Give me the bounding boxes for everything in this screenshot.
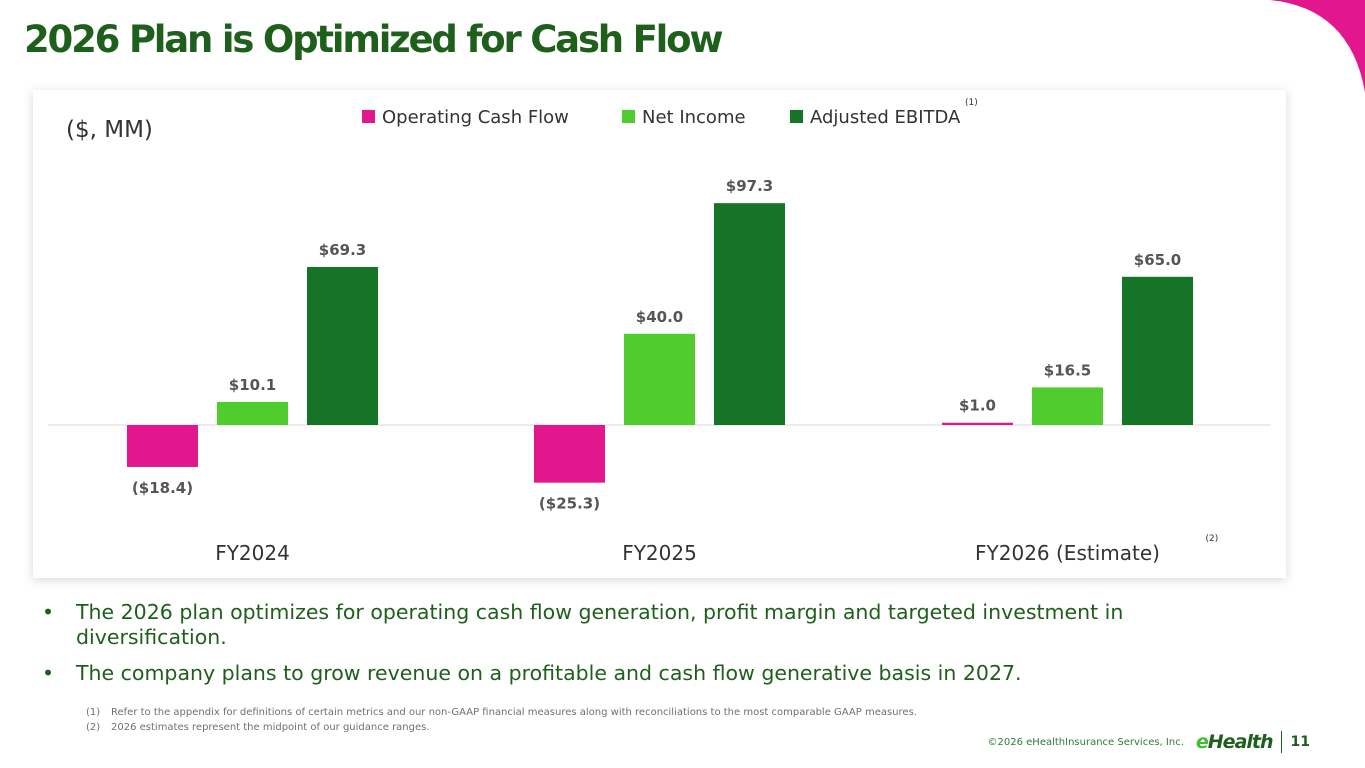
- footnote-number: (2): [86, 722, 101, 733]
- legend-label-1: Operating Cash Flow: [382, 107, 569, 128]
- legend-swatch-2: [622, 110, 635, 123]
- ehealth-logo: eHealth: [1195, 731, 1274, 753]
- bar-operating-cash-flow-fy2024: [127, 425, 198, 467]
- page-title: 2026 Plan is Optimized for Cash Flow: [24, 18, 724, 61]
- data-label: ($18.4): [132, 479, 193, 497]
- footnote-text: 2026 estimates represent the midpoint of…: [111, 722, 430, 733]
- category-label-3: FY2026 (Estimate): [975, 541, 1160, 565]
- bar-net-income-fy2026: [1032, 387, 1103, 425]
- bar-adjusted-ebitda-fy2024: [307, 266, 378, 425]
- copyright-text: ©2026 eHealthInsurance Services, Inc.: [987, 736, 1184, 748]
- corner-accent-shape: [1270, 0, 1365, 92]
- footnote-number: (1): [86, 707, 101, 718]
- logo-e: e: [1195, 731, 1209, 753]
- bullet-text: The 2026 plan optimizes for operating ca…: [76, 600, 1124, 649]
- data-label: $1.0: [959, 397, 996, 415]
- bullet-text: The company plans to grow revenue on a p…: [76, 661, 1022, 685]
- category-footnote-3: (2): [1206, 534, 1219, 544]
- legend-swatch-3: [790, 110, 803, 123]
- footnote-2: (2) 2026 estimates represent the midpoin…: [86, 720, 917, 735]
- bar-operating-cash-flow-fy2026: [942, 422, 1013, 425]
- footer: ©2026 eHealthInsurance Services, Inc. eH…: [988, 731, 1310, 753]
- category-label-1: FY2024: [215, 541, 290, 565]
- bar-net-income-fy2025: [624, 333, 695, 425]
- units-label: ($, MM): [66, 117, 153, 143]
- data-label: ($25.3): [539, 495, 600, 513]
- legend-swatch-1: [362, 110, 375, 123]
- legend-footnote-3: (1): [965, 98, 978, 108]
- corner-accent-path: [1270, 0, 1365, 92]
- bullet-item: • The 2026 plan optimizes for operating …: [42, 600, 1272, 650]
- data-label: $69.3: [319, 241, 366, 259]
- bullet-dot: •: [42, 661, 55, 685]
- bar-chart: ($, MM) Operating Cash Flow Net Income Adju…: [48, 98, 1271, 565]
- data-label: $97.3: [726, 177, 773, 195]
- bullet-list: • The 2026 plan optimizes for operating …: [42, 600, 1272, 697]
- category-label-2: FY2025: [622, 541, 697, 565]
- legend-label-2: Net Income: [642, 107, 746, 128]
- bullet-item: • The company plans to grow revenue on a…: [42, 661, 1272, 686]
- data-label: $65.0: [1134, 251, 1181, 269]
- data-label: $16.5: [1044, 361, 1091, 379]
- bar-operating-cash-flow-fy2025: [534, 425, 605, 483]
- bar-adjusted-ebitda-fy2025: [714, 203, 785, 425]
- logo-text: Health: [1207, 731, 1274, 753]
- legend-label-3: Adjusted EBITDA: [810, 107, 961, 128]
- footnotes: (1) Refer to the appendix for definition…: [86, 705, 917, 735]
- data-label: $40.0: [636, 308, 683, 326]
- bar-adjusted-ebitda-fy2026: [1122, 276, 1193, 425]
- footnote-1: (1) Refer to the appendix for definition…: [86, 705, 917, 720]
- data-label: $10.1: [229, 376, 276, 394]
- corner-accent: [1270, 0, 1365, 92]
- bar-net-income-fy2024: [217, 401, 288, 425]
- footnote-text: Refer to the appendix for definitions of…: [111, 707, 917, 718]
- chart-card: ($, MM) Operating Cash Flow Net Income Adju…: [33, 90, 1286, 578]
- footer-divider: [1280, 731, 1282, 753]
- page-number: 11: [1290, 734, 1310, 750]
- bullet-dot: •: [42, 600, 55, 624]
